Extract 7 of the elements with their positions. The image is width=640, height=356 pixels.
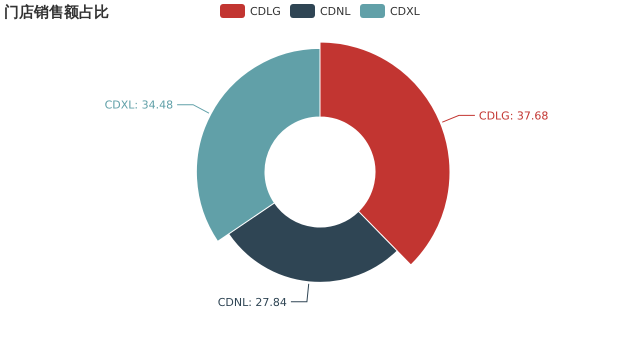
- legend-label: CDXL: [390, 5, 421, 18]
- data-label: CDXL: 34.48: [104, 98, 174, 112]
- data-label: CDNL: 27.84: [218, 296, 287, 309]
- legend-label: CDLG: [250, 5, 281, 18]
- chart-title: 门店销售额占比: [4, 3, 109, 21]
- legend-label: CDNL: [320, 5, 352, 18]
- data-label: CDLG: 37.68: [478, 109, 548, 122]
